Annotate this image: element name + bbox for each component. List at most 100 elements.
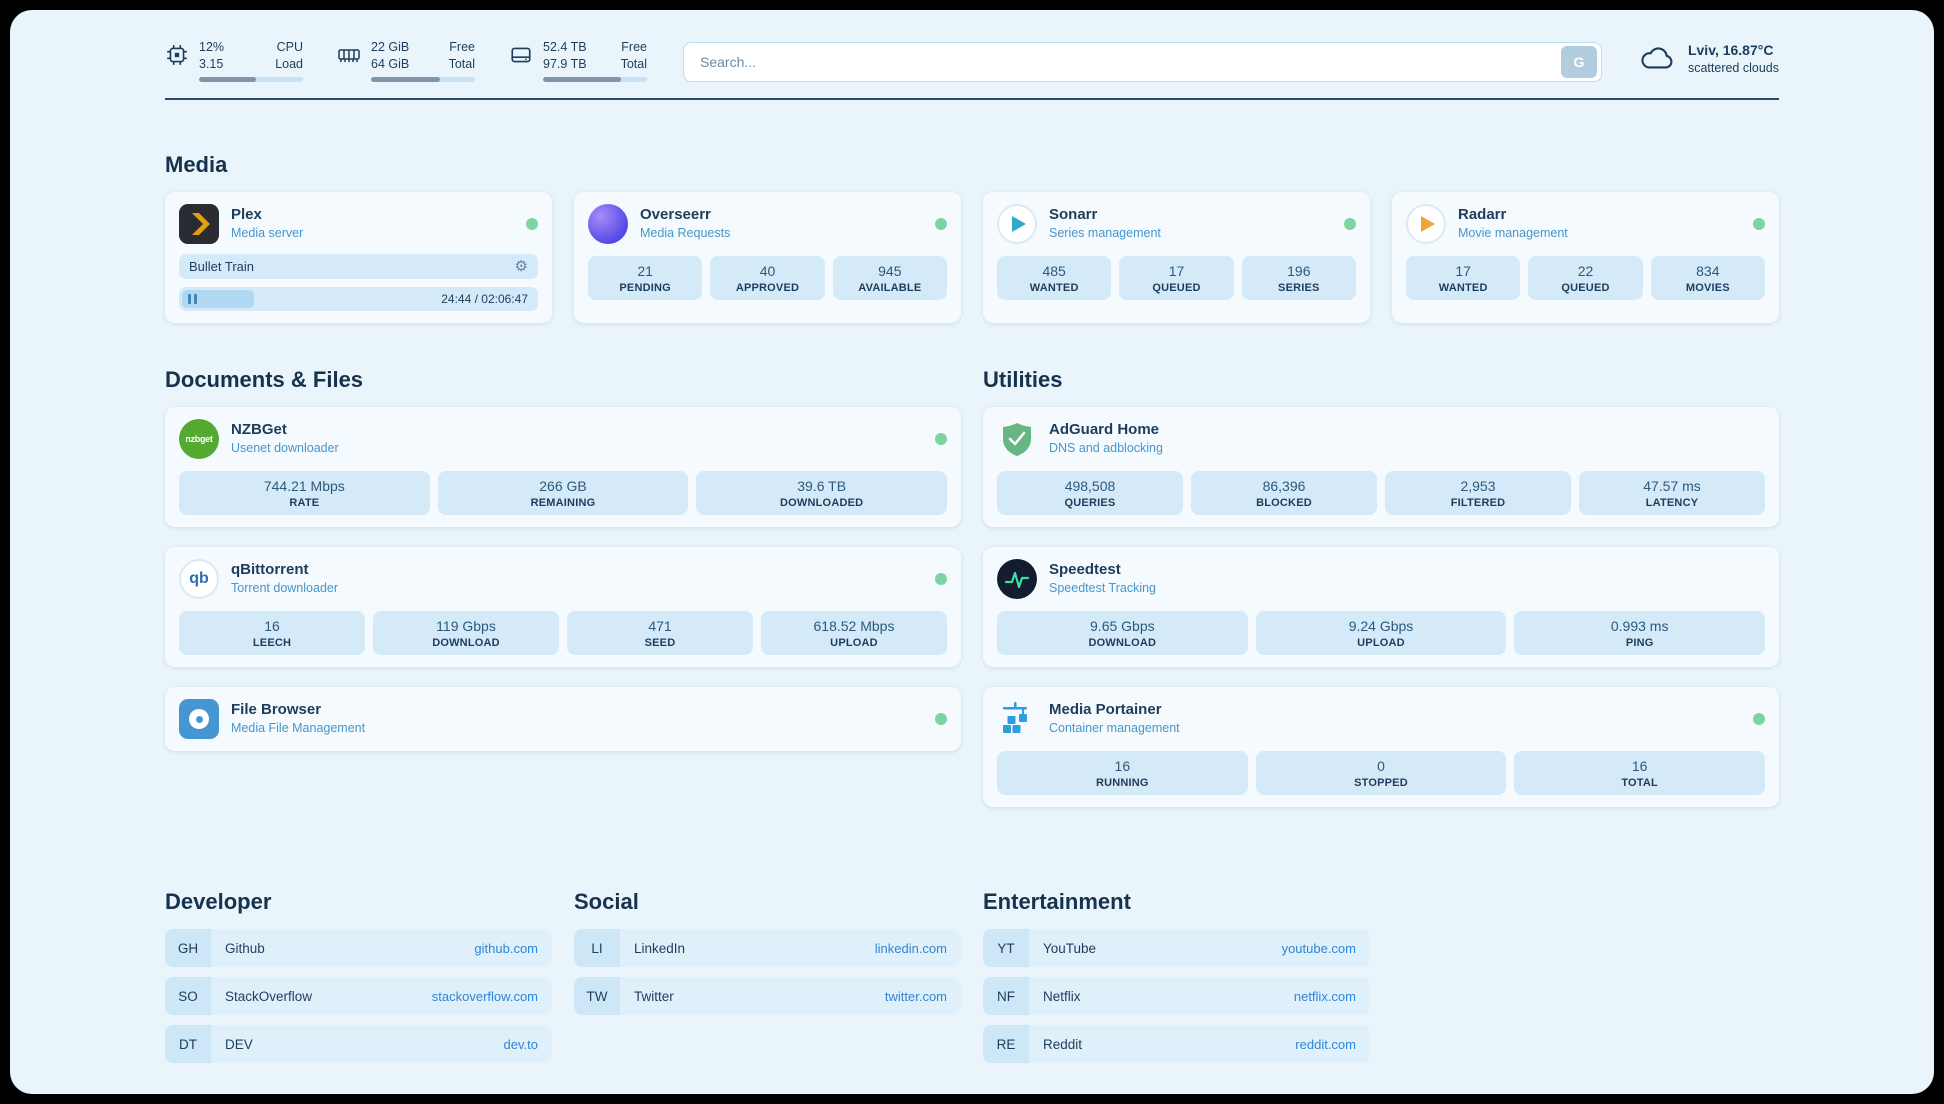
bookmark-netflix[interactable]: NF Netflix netflix.com bbox=[983, 977, 1370, 1015]
utilities-section: Utilities AdGuard Home DNS and adblockin… bbox=[983, 367, 1779, 827]
bookmark-name: StackOverflow bbox=[225, 988, 313, 1004]
section-title-entertainment: Entertainment bbox=[983, 889, 1131, 914]
status-dot bbox=[1753, 218, 1765, 230]
stat-box: 16 TOTAL bbox=[1514, 751, 1765, 795]
stat-box: 945 AVAILABLE bbox=[832, 256, 947, 300]
cpu-icon bbox=[165, 43, 189, 67]
stat-box: 40 APPROVED bbox=[710, 256, 825, 300]
service-description: Usenet downloader bbox=[231, 440, 339, 455]
service-card-speedtest[interactable]: Speedtest Speedtest Tracking 9.65 Gbps D… bbox=[983, 547, 1779, 667]
bookmark-twitter[interactable]: TW Twitter twitter.com bbox=[574, 977, 961, 1015]
cloud-icon bbox=[1638, 44, 1676, 74]
stat-label: REMAINING bbox=[530, 497, 596, 509]
stat-value: 86,396 bbox=[1262, 478, 1306, 494]
portainer-icon bbox=[997, 699, 1037, 739]
service-card-plex[interactable]: Plex Media server Bullet Train ⚙ 24:44 /… bbox=[165, 192, 552, 323]
section-title-documents: Documents & Files bbox=[165, 367, 364, 392]
bookmark-youtube[interactable]: YT YouTube youtube.com bbox=[983, 929, 1370, 967]
status-dot bbox=[935, 433, 947, 445]
bookmark-reddit[interactable]: RE Reddit reddit.com bbox=[983, 1025, 1370, 1063]
bookmark-name: DEV bbox=[225, 1036, 253, 1052]
service-card-adguard[interactable]: AdGuard Home DNS and adblocking 498,508 … bbox=[983, 407, 1779, 527]
bookmark-group-empty bbox=[1392, 889, 1779, 1063]
bookmark-name: LinkedIn bbox=[634, 940, 686, 956]
stat-box: 39.6 TB DOWNLOADED bbox=[696, 471, 947, 515]
service-description: DNS and adblocking bbox=[1049, 440, 1163, 455]
service-name: qBittorrent bbox=[231, 561, 309, 579]
stat-value: 485 bbox=[1042, 263, 1066, 279]
service-name: AdGuard Home bbox=[1049, 421, 1160, 439]
bookmark-abbr: TW bbox=[574, 977, 620, 1015]
bookmark-abbr: RE bbox=[983, 1025, 1029, 1063]
playback-progress-bar[interactable]: 24:44 / 02:06:47 bbox=[179, 287, 538, 311]
stat-label: LATENCY bbox=[1645, 497, 1699, 509]
stat-label: AVAILABLE bbox=[858, 282, 922, 294]
service-name: Plex bbox=[231, 206, 262, 224]
search-input[interactable] bbox=[688, 54, 1561, 70]
service-card-nzbget[interactable]: nzbget NZBGet Usenet downloader 744.21 M… bbox=[165, 407, 961, 527]
stat-box: 498,508 QUERIES bbox=[997, 471, 1183, 515]
disk-free-label: Free bbox=[621, 40, 647, 54]
cpu-usage-label: CPU bbox=[276, 40, 303, 54]
sonarr-icon bbox=[997, 204, 1037, 244]
cpu-load-value: 3.15 bbox=[199, 57, 224, 71]
search-provider-button[interactable]: G bbox=[1560, 46, 1597, 78]
stat-label: RUNNING bbox=[1095, 777, 1149, 789]
service-description: Container management bbox=[1049, 720, 1180, 735]
service-name: Media Portainer bbox=[1049, 701, 1162, 719]
service-card-portainer[interactable]: Media Portainer Container management 16 … bbox=[983, 687, 1779, 807]
stat-value: 17 bbox=[1455, 263, 1471, 279]
bookmark-abbr: GH bbox=[165, 929, 211, 967]
service-card-overseerr[interactable]: Overseerr Media Requests 21 PENDING 40 A… bbox=[574, 192, 961, 323]
memory-widget: 22 GiB 64 GiB Free Total bbox=[337, 40, 475, 82]
service-card-sonarr[interactable]: Sonarr Series management 485 WANTED 17 Q… bbox=[983, 192, 1370, 323]
dashboard-page: 12% 3.15 CPU Load bbox=[10, 10, 1934, 1094]
bookmark-dev[interactable]: DT DEV dev.to bbox=[165, 1025, 552, 1063]
stat-label: STOPPED bbox=[1354, 777, 1408, 789]
stat-box: 196 SERIES bbox=[1241, 256, 1356, 300]
stat-box: 618.52 Mbps UPLOAD bbox=[761, 611, 947, 655]
stat-label: WANTED bbox=[1438, 282, 1488, 294]
stat-box: 119 Gbps DOWNLOAD bbox=[373, 611, 559, 655]
pause-icon[interactable] bbox=[188, 294, 197, 304]
bookmark-abbr: YT bbox=[983, 929, 1029, 967]
status-dot bbox=[935, 218, 947, 230]
service-name: Sonarr bbox=[1049, 206, 1098, 224]
bookmark-abbr: SO bbox=[165, 977, 211, 1015]
stat-value: 744.21 Mbps bbox=[263, 478, 345, 494]
stat-label: PING bbox=[1625, 637, 1654, 649]
service-description: Torrent downloader bbox=[231, 580, 339, 595]
resource-widgets: 12% 3.15 CPU Load bbox=[165, 40, 647, 82]
stat-box: 16 RUNNING bbox=[997, 751, 1248, 795]
bookmark-name: Twitter bbox=[634, 988, 674, 1004]
gear-icon[interactable]: ⚙ bbox=[514, 258, 528, 275]
bookmark-linkedin[interactable]: LI LinkedIn linkedin.com bbox=[574, 929, 961, 967]
stat-label: SEED bbox=[644, 637, 676, 649]
service-card-qbittorrent[interactable]: qb qBittorrent Torrent downloader 16 LEE… bbox=[165, 547, 961, 667]
bookmark-url: github.com bbox=[474, 940, 538, 956]
service-card-filebrowser[interactable]: File Browser Media File Management bbox=[165, 687, 961, 751]
bookmark-group-entertainment: Entertainment YT YouTube youtube.com NF … bbox=[983, 889, 1370, 1063]
service-card-radarr[interactable]: Radarr Movie management 17 WANTED 22 QUE… bbox=[1392, 192, 1779, 323]
stat-value: 618.52 Mbps bbox=[813, 618, 895, 634]
service-description: Media Requests bbox=[640, 225, 731, 240]
stat-value: 945 bbox=[878, 263, 902, 279]
service-name: Radarr bbox=[1458, 206, 1507, 224]
stat-value: 9.65 Gbps bbox=[1090, 618, 1155, 634]
overseerr-icon bbox=[588, 204, 628, 244]
stat-value: 9.24 Gbps bbox=[1348, 618, 1414, 634]
memory-icon bbox=[337, 43, 361, 67]
cpu-usage-value: 12% bbox=[199, 40, 225, 54]
bookmark-abbr: NF bbox=[983, 977, 1029, 1015]
stat-value: 834 bbox=[1696, 263, 1720, 279]
plex-icon bbox=[179, 204, 219, 244]
disk-free-value: 52.4 TB bbox=[543, 40, 587, 54]
bookmark-stackoverflow[interactable]: SO StackOverflow stackoverflow.com bbox=[165, 977, 552, 1015]
bookmark-github[interactable]: GH Github github.com bbox=[165, 929, 552, 967]
memory-free-label: Free bbox=[449, 40, 475, 54]
stat-label: DOWNLOAD bbox=[1088, 637, 1157, 649]
bookmark-group-developer: Developer GH Github github.com SO StackO… bbox=[165, 889, 552, 1063]
section-title-developer: Developer bbox=[165, 889, 272, 914]
stat-box: 17 QUEUED bbox=[1119, 256, 1234, 300]
